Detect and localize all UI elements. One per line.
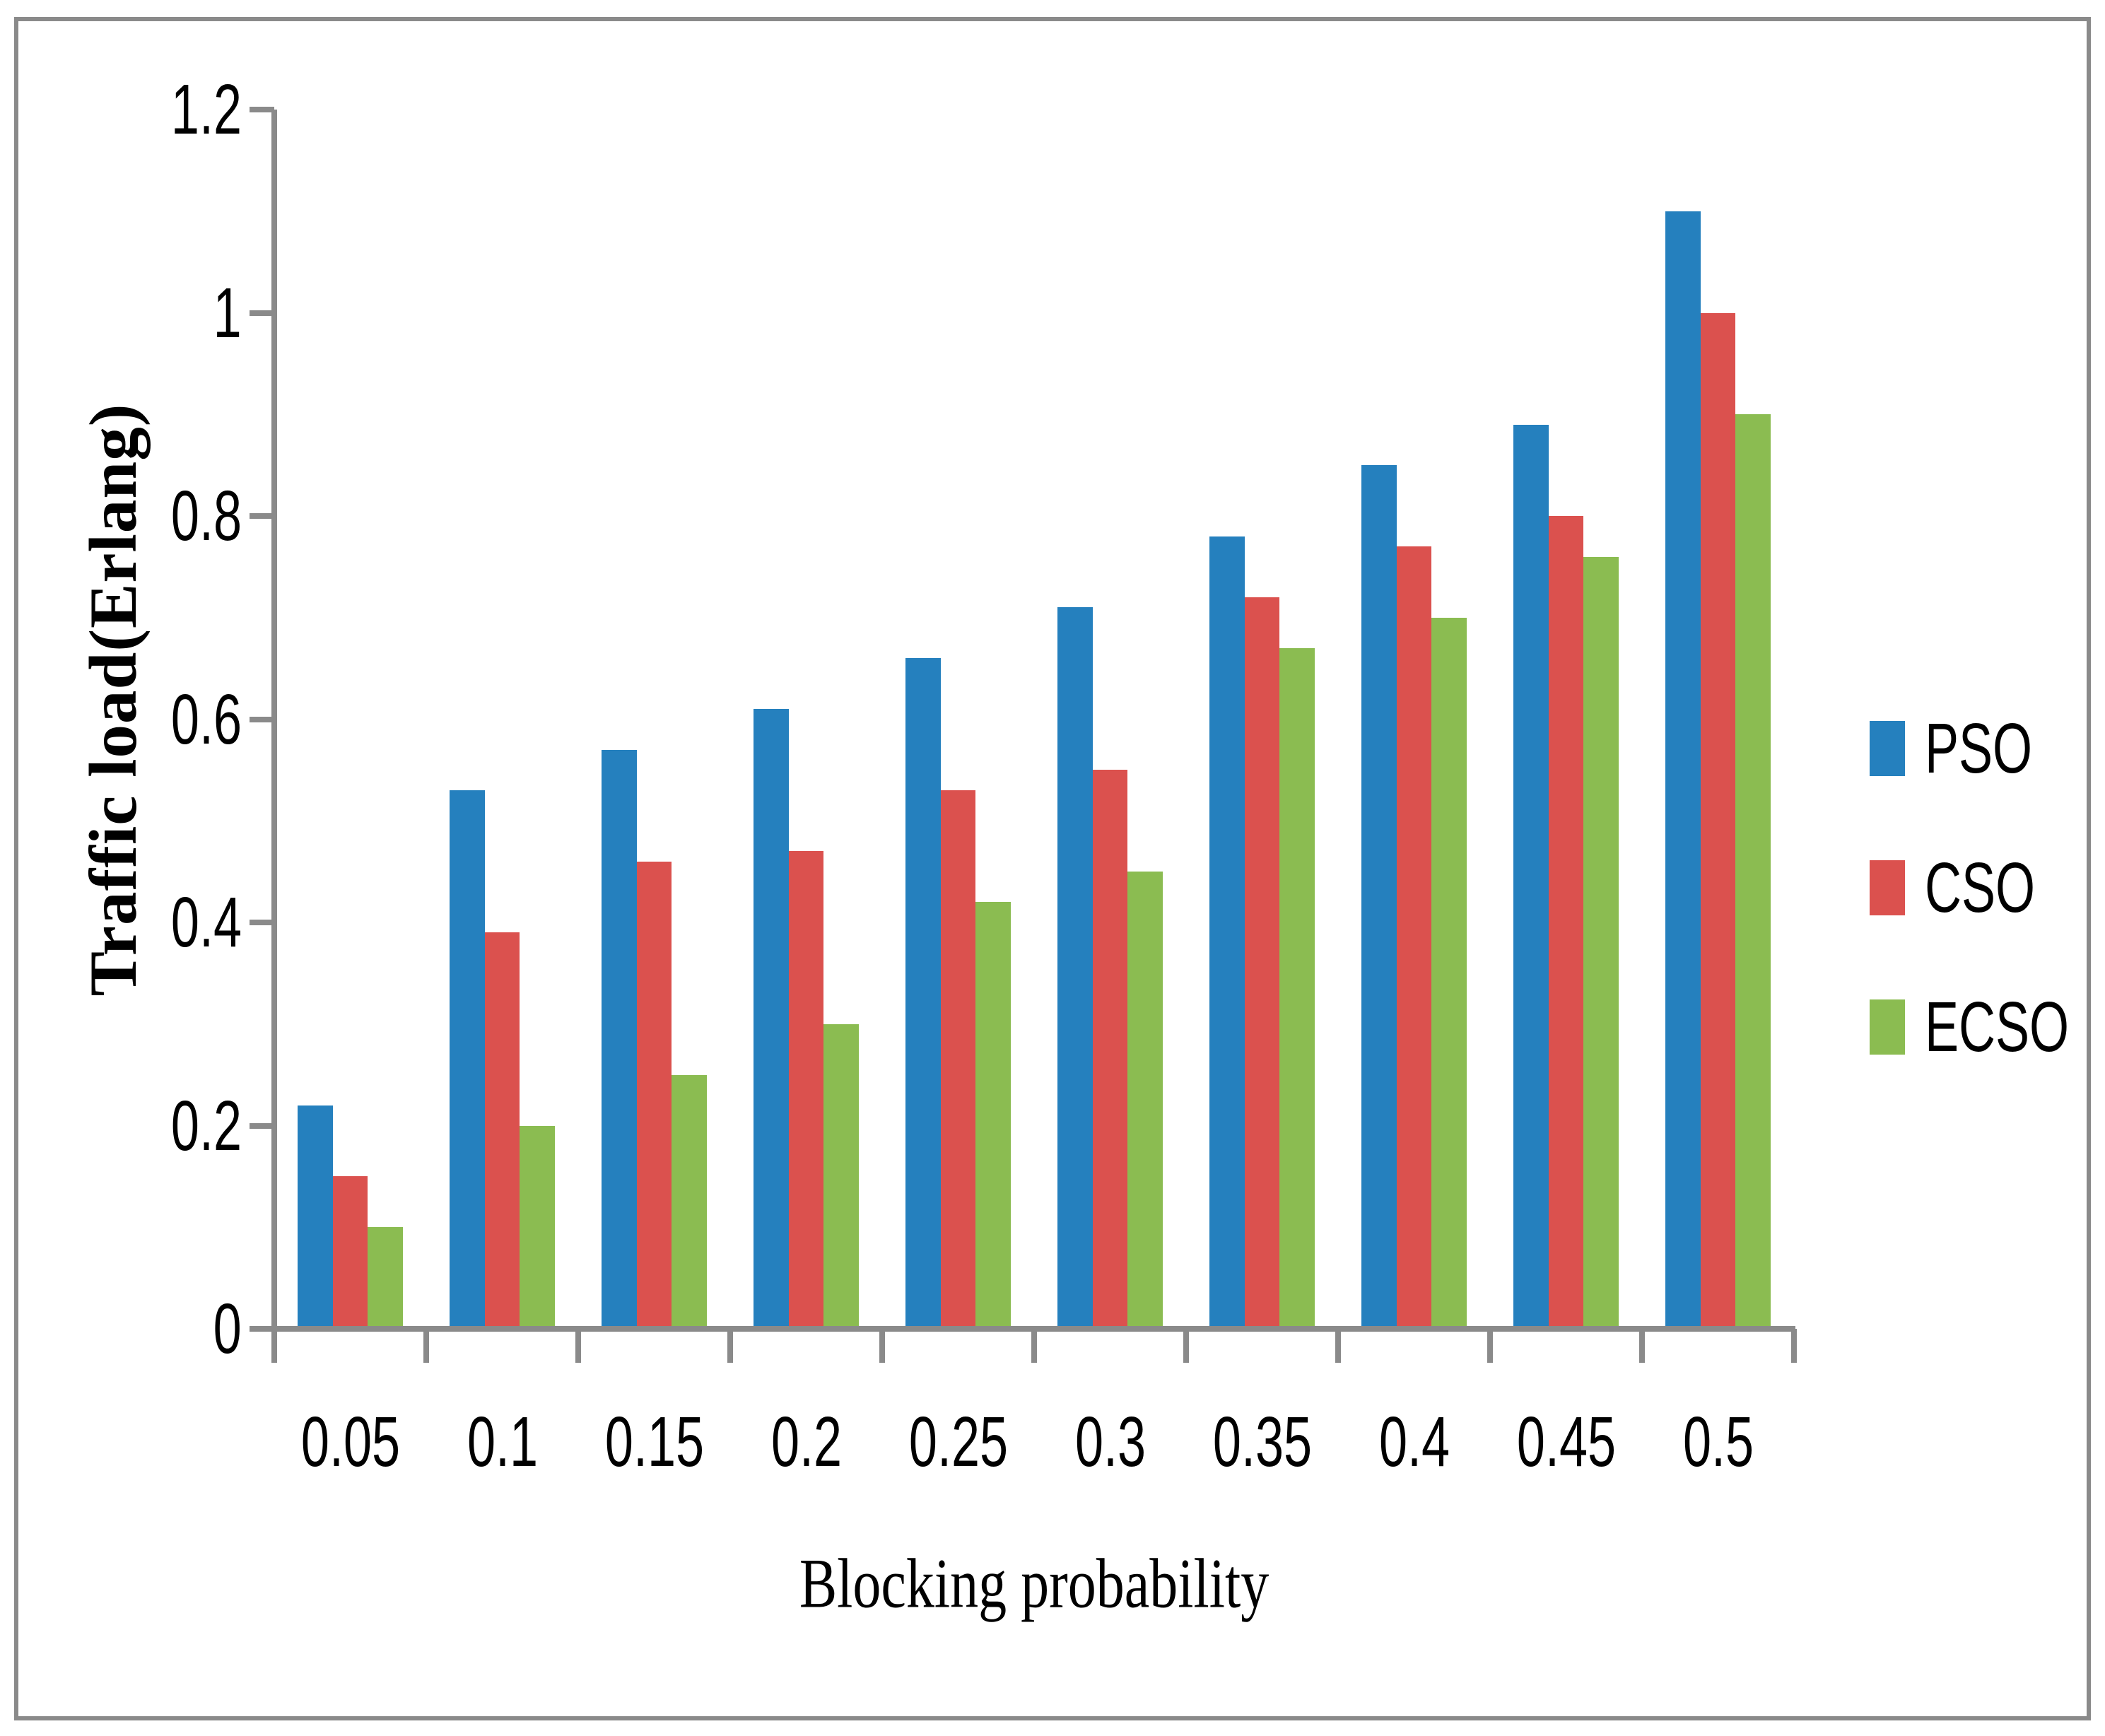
y-tick-label: 1.2 bbox=[170, 70, 242, 149]
x-tick-mark bbox=[271, 1329, 277, 1363]
y-tick-label: 0 bbox=[213, 1289, 242, 1368]
bar-group-0.1 bbox=[426, 110, 578, 1329]
x-tick-label: 0.25 bbox=[908, 1402, 1008, 1482]
y-tick-mark bbox=[250, 310, 274, 316]
bar-pso-0.2 bbox=[754, 709, 789, 1329]
bar-ecso-0.15 bbox=[672, 1074, 708, 1329]
bar-ecso-0.2 bbox=[823, 1024, 860, 1329]
bar-pso-0.5 bbox=[1665, 211, 1701, 1329]
x-tick-mark bbox=[1031, 1329, 1037, 1363]
bar-cso-0.5 bbox=[1700, 312, 1736, 1329]
bar-ecso-0.05 bbox=[368, 1227, 404, 1329]
bar-cso-0.35 bbox=[1244, 597, 1280, 1329]
figure-border bbox=[14, 17, 2091, 1720]
bar-pso-0.3 bbox=[1057, 607, 1093, 1329]
legend-swatch-pso bbox=[1870, 721, 1905, 776]
x-tick-label: 0.1 bbox=[467, 1402, 538, 1482]
legend-item-cso: CSO bbox=[1870, 852, 2105, 923]
x-tick-mark bbox=[1639, 1329, 1645, 1363]
bar-pso-0.35 bbox=[1209, 536, 1245, 1329]
x-tick-mark bbox=[423, 1329, 429, 1363]
bar-pso-0.1 bbox=[450, 790, 485, 1329]
y-tick-mark bbox=[250, 716, 274, 722]
x-axis-title: Blocking probability bbox=[799, 1544, 1270, 1623]
y-axis-title: Traffic load(Erlang) bbox=[76, 403, 151, 997]
x-tick-label: 0.15 bbox=[604, 1402, 704, 1482]
bar-pso-0.45 bbox=[1513, 424, 1549, 1329]
bar-ecso-0.35 bbox=[1279, 647, 1315, 1329]
y-tick-label: 1 bbox=[213, 273, 242, 353]
y-tick-mark bbox=[250, 920, 274, 926]
bar-group-0.15 bbox=[578, 110, 730, 1329]
bar-cso-0.2 bbox=[788, 851, 824, 1329]
bar-ecso-0.4 bbox=[1431, 617, 1467, 1329]
y-tick-mark bbox=[250, 107, 274, 112]
bar-cso-0.05 bbox=[332, 1176, 368, 1329]
x-tick-mark bbox=[1183, 1329, 1189, 1363]
bar-ecso-0.5 bbox=[1735, 414, 1771, 1329]
y-tick-mark bbox=[250, 1122, 274, 1129]
bar-group-0.05 bbox=[274, 110, 426, 1329]
bar-pso-0.05 bbox=[298, 1105, 333, 1329]
x-tick-label: 0.05 bbox=[300, 1402, 400, 1482]
x-tick-label: 0.2 bbox=[770, 1402, 842, 1482]
bar-cso-0.4 bbox=[1396, 546, 1432, 1329]
bar-group-0.45 bbox=[1490, 110, 1642, 1329]
bar-cso-0.3 bbox=[1092, 770, 1128, 1329]
x-tick-mark bbox=[879, 1329, 885, 1363]
bar-cso-0.15 bbox=[636, 861, 672, 1329]
y-tick-label: 0.8 bbox=[170, 476, 242, 556]
x-tick-mark bbox=[1487, 1329, 1493, 1363]
x-tick-mark bbox=[575, 1329, 581, 1363]
y-tick-mark bbox=[250, 513, 274, 520]
legend-swatch-cso bbox=[1870, 860, 1905, 915]
x-tick-mark bbox=[1791, 1329, 1797, 1363]
bar-cso-0.1 bbox=[484, 932, 520, 1329]
bar-group-0.5 bbox=[1642, 110, 1794, 1329]
legend: PSO CSO ECSO bbox=[1870, 713, 2105, 1131]
legend-label: ECSO bbox=[1925, 987, 2070, 1067]
bars-container bbox=[274, 110, 1794, 1329]
bar-group-0.4 bbox=[1338, 110, 1490, 1329]
bar-cso-0.45 bbox=[1548, 516, 1584, 1329]
bar-group-0.35 bbox=[1186, 110, 1338, 1329]
bar-ecso-0.45 bbox=[1583, 556, 1619, 1329]
x-tick-mark bbox=[727, 1329, 733, 1363]
plot-area: 0 0.2 0.4 0.6 0.8 1 1.2 0.05 0.1 0.15 0.2 0.25 0.3 0… bbox=[171, 74, 1797, 1477]
x-tick-mark bbox=[1335, 1329, 1341, 1363]
y-tick-label: 0.6 bbox=[170, 679, 242, 759]
y-axis-line bbox=[271, 110, 277, 1332]
x-tick-label: 0.35 bbox=[1212, 1402, 1312, 1482]
bar-ecso-0.25 bbox=[975, 902, 1012, 1329]
x-tick-label: 0.5 bbox=[1682, 1402, 1754, 1482]
bar-group-0.25 bbox=[882, 110, 1034, 1329]
x-tick-label: 0.3 bbox=[1074, 1402, 1146, 1482]
x-tick-label: 0.45 bbox=[1516, 1402, 1616, 1482]
legend-label: PSO bbox=[1925, 709, 2033, 788]
bar-ecso-0.1 bbox=[520, 1125, 556, 1329]
legend-item-ecso: ECSO bbox=[1870, 992, 2105, 1062]
bar-cso-0.25 bbox=[940, 790, 976, 1329]
x-tick-label: 0.4 bbox=[1378, 1402, 1450, 1482]
legend-swatch-ecso bbox=[1870, 999, 1905, 1055]
x-axis-line bbox=[250, 1326, 1795, 1332]
bar-pso-0.4 bbox=[1361, 465, 1397, 1329]
y-tick-label: 0.4 bbox=[170, 883, 242, 963]
bar-ecso-0.3 bbox=[1127, 872, 1163, 1329]
legend-label: CSO bbox=[1925, 848, 2036, 927]
legend-item-pso: PSO bbox=[1870, 713, 2105, 784]
bar-group-0.3 bbox=[1034, 110, 1186, 1329]
bar-pso-0.25 bbox=[905, 658, 941, 1329]
bar-group-0.2 bbox=[730, 110, 882, 1329]
bar-pso-0.15 bbox=[602, 749, 637, 1329]
y-tick-label: 0.2 bbox=[170, 1086, 242, 1166]
